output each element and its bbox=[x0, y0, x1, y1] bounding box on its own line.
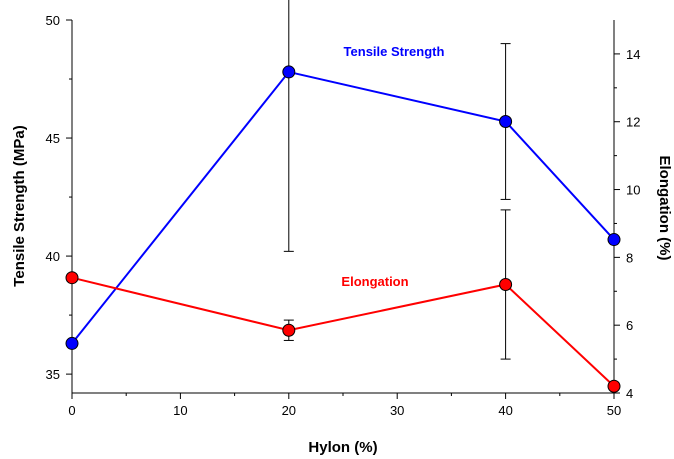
x-tick-label: 50 bbox=[607, 403, 621, 418]
y2-tick-label: 4 bbox=[626, 386, 633, 401]
y-axis-left-title: Tensile Strength (MPa) bbox=[11, 125, 28, 286]
data-point-elongation bbox=[65, 271, 79, 285]
series-tensile-strength bbox=[65, 0, 621, 350]
y2-tick-label: 6 bbox=[626, 318, 633, 333]
y2-tick-label: 12 bbox=[626, 115, 640, 130]
y2-tick-label: 10 bbox=[626, 183, 640, 198]
y-axis-left-ticks: 35 40 45 50 bbox=[46, 13, 72, 382]
x-tick-label: 10 bbox=[173, 403, 187, 418]
series-label-elongation: Elongation bbox=[341, 274, 408, 289]
plot-frame bbox=[71, 20, 615, 394]
x-axis-ticks: 0 10 20 30 40 50 bbox=[68, 393, 621, 418]
data-point-elongation bbox=[499, 277, 513, 291]
series-line-tensile-strength bbox=[71, 70, 615, 345]
x-tick-label: 30 bbox=[390, 403, 404, 418]
x-tick-label: 0 bbox=[68, 403, 75, 418]
data-point-elongation bbox=[282, 323, 296, 337]
data-point-tensile-strength bbox=[65, 336, 79, 350]
y-axis-right-ticks: 4 6 8 10 12 14 bbox=[614, 47, 640, 401]
y2-tick-label: 14 bbox=[626, 47, 640, 62]
series-layer bbox=[65, 0, 621, 393]
y-tick-label: 35 bbox=[46, 367, 60, 382]
y2-tick-label: 8 bbox=[626, 250, 633, 265]
x-tick-label: 20 bbox=[282, 403, 296, 418]
x-tick-label: 40 bbox=[498, 403, 512, 418]
x-axis-title: Hylon (%) bbox=[308, 439, 377, 456]
series-label-tensile-strength: Tensile Strength bbox=[344, 44, 445, 59]
y-axis-right-title: Elongation (%) bbox=[656, 156, 673, 261]
data-point-tensile-strength bbox=[282, 65, 296, 79]
y-tick-label: 40 bbox=[46, 249, 60, 264]
data-point-tensile-strength bbox=[607, 233, 621, 247]
series-line-elongation bbox=[71, 276, 615, 387]
series-elongation bbox=[65, 209, 621, 393]
data-point-tensile-strength bbox=[499, 115, 513, 129]
y-tick-label: 50 bbox=[46, 13, 60, 28]
y-tick-label: 45 bbox=[46, 131, 60, 146]
data-point-elongation bbox=[607, 379, 621, 393]
